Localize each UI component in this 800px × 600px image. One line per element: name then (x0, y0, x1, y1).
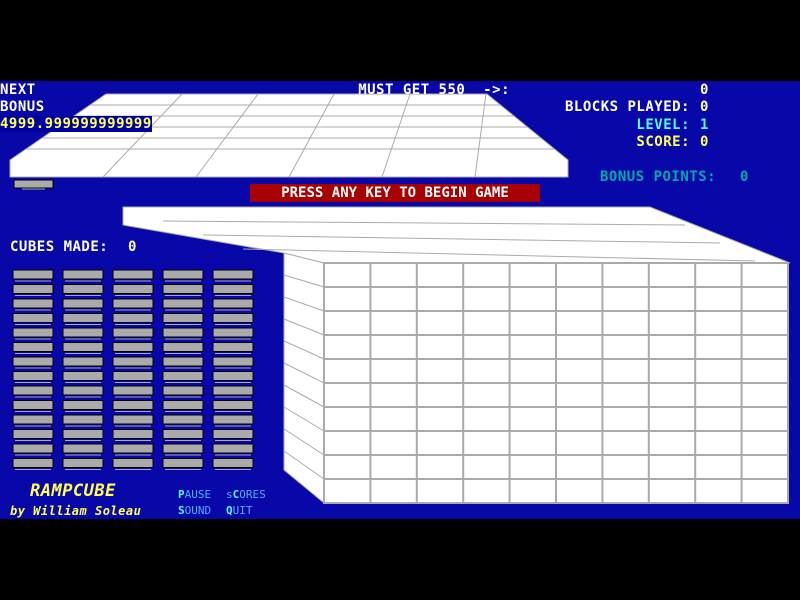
next-bonus-value: 4999.999999999999 (0, 116, 152, 132)
block-stacks (12, 269, 254, 470)
stack-block (112, 429, 154, 439)
stack-block (12, 385, 54, 396)
stack-block (12, 443, 54, 454)
must-get-value: 0 (700, 82, 709, 98)
stack-block (162, 400, 204, 410)
ramp (122, 206, 791, 505)
stack-block (212, 269, 254, 280)
stack-block (212, 342, 254, 352)
menu-sound[interactable]: SOUND (178, 504, 212, 517)
stack-block (162, 458, 204, 468)
stack-block (212, 298, 254, 309)
stack-block (162, 342, 204, 352)
stack-block (12, 429, 54, 439)
stack-block (62, 327, 104, 338)
stack-block (62, 371, 104, 381)
stack-block (12, 313, 54, 323)
stack-block (112, 284, 154, 294)
stack-block (162, 313, 204, 323)
stack-block (62, 269, 104, 280)
next-label: NEXT (0, 82, 36, 98)
author-credit: by William Soleau (10, 504, 142, 518)
stack-block (162, 371, 204, 381)
stack-block (112, 385, 154, 396)
start-banner[interactable]: PRESS ANY KEY TO BEGIN GAME (250, 184, 540, 202)
stack-block (162, 414, 204, 425)
must-get-label: MUST GET 550 ->: (358, 82, 510, 98)
stack-block (62, 458, 104, 468)
stack-block (62, 385, 104, 396)
stack-block (212, 371, 254, 381)
blocks-played-value: 0 (700, 99, 709, 115)
stack-block (62, 298, 104, 309)
stack-block (212, 385, 254, 396)
menu-quit[interactable]: QUIT (226, 504, 253, 517)
stack-block (112, 327, 154, 338)
stack-block (62, 443, 104, 454)
cubes-made-label: CUBES MADE: (10, 239, 109, 255)
stack-block (212, 284, 254, 294)
stack-block (112, 356, 154, 367)
stack-block (112, 342, 154, 352)
stack-block (62, 342, 104, 352)
stack-block (12, 356, 54, 367)
stack-block (12, 269, 54, 280)
level-value: 1 (700, 117, 709, 133)
level-label: LEVEL: (636, 117, 690, 133)
stack-block (162, 385, 204, 396)
stack-block (12, 284, 54, 294)
stack-block (212, 327, 254, 338)
stack-block (62, 284, 104, 294)
stack-block (12, 371, 54, 381)
bonus-points-value: 0 (740, 169, 749, 185)
bonus-label: BONUS (0, 99, 45, 115)
stack-block (112, 371, 154, 381)
score-value: 0 (700, 134, 709, 150)
stack-block (212, 443, 254, 454)
stack-block (62, 414, 104, 425)
stack-block (162, 429, 204, 439)
stack-block (212, 414, 254, 425)
stack-block (162, 356, 204, 367)
menu-scores[interactable]: sCORES (226, 488, 266, 501)
stack-block (112, 414, 154, 425)
stack-block (162, 443, 204, 454)
bonus-points-label: BONUS POINTS: (600, 169, 717, 185)
game-title: RAMPCUBE (30, 481, 116, 501)
score-label: SCORE: (636, 134, 690, 150)
stack-block (162, 284, 204, 294)
stack-block (112, 298, 154, 309)
stack-block (112, 443, 154, 454)
stack-block (162, 327, 204, 338)
stack-block (212, 313, 254, 323)
stack-block (12, 458, 54, 468)
stack-block (112, 269, 154, 280)
stack-block (62, 313, 104, 323)
stack-block (112, 313, 154, 323)
stack-block (12, 298, 54, 309)
stack-block (212, 356, 254, 367)
stack-block (212, 458, 254, 468)
next-block-preview (13, 179, 54, 190)
cube-grid (323, 262, 789, 504)
blocks-played-label: BLOCKS PLAYED: (564, 99, 690, 115)
stack-block (62, 429, 104, 439)
stack-block (12, 414, 54, 425)
stack-block (112, 458, 154, 468)
stack-block (212, 400, 254, 410)
preview-floor (9, 93, 569, 178)
menu-pause[interactable]: PAUSE (178, 488, 212, 501)
stack-block (12, 400, 54, 410)
stack-block (12, 327, 54, 338)
stack-block (62, 400, 104, 410)
stack-block (162, 298, 204, 309)
stack-block (112, 400, 154, 410)
stack-block (162, 269, 204, 280)
stack-block (12, 342, 54, 352)
cubes-made-value: 0 (128, 239, 137, 255)
stack-block (212, 429, 254, 439)
stack-block (62, 356, 104, 367)
